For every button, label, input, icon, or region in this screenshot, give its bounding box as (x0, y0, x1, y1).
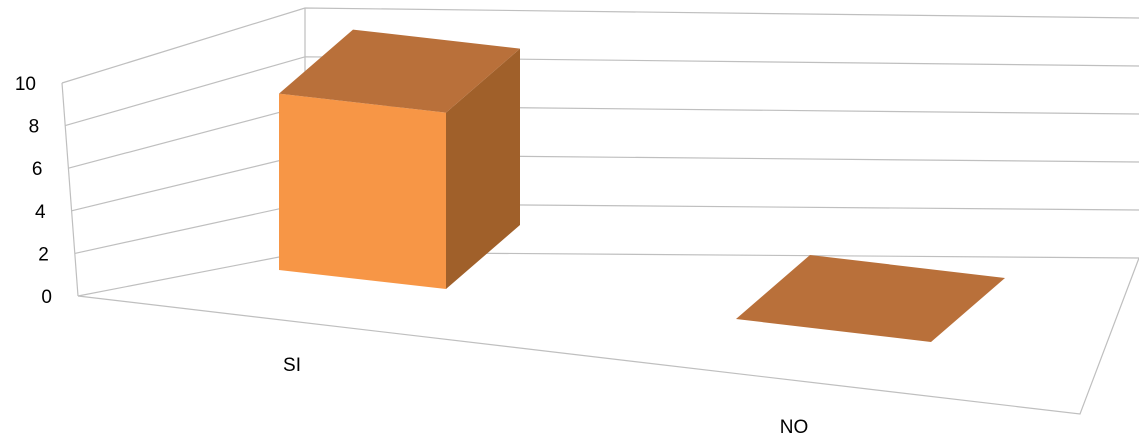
y-tick-label: 10 (15, 74, 36, 95)
floor-edge (77, 257, 1139, 415)
axis-layer (61, 8, 1139, 415)
gridline-8 (65, 56, 1139, 127)
gridline-6 (68, 104, 1139, 169)
x-category-label: NO (780, 417, 809, 438)
bar-si-front (279, 93, 446, 289)
labels-layer: 0 2 4 6 8 10 SI NO (15, 74, 808, 438)
y-tick-label: 2 (38, 244, 49, 265)
y-axis-front-edge (61, 82, 79, 297)
gridline-10 (61, 7, 1139, 84)
y-tick-label: 6 (32, 159, 43, 180)
x-category-label: SI (283, 355, 301, 376)
gridline-2 (74, 202, 1139, 254)
bars-layer (279, 29, 1005, 342)
y-tick-label: 4 (35, 202, 46, 223)
grid-layer (61, 7, 1139, 297)
bar-no-top (736, 255, 1005, 342)
bar-si-top (279, 29, 520, 113)
y-tick-label: 8 (29, 117, 40, 138)
y-tick-label: 0 (41, 287, 52, 308)
bar-si-side (446, 48, 520, 289)
gridline-4 (71, 153, 1139, 212)
